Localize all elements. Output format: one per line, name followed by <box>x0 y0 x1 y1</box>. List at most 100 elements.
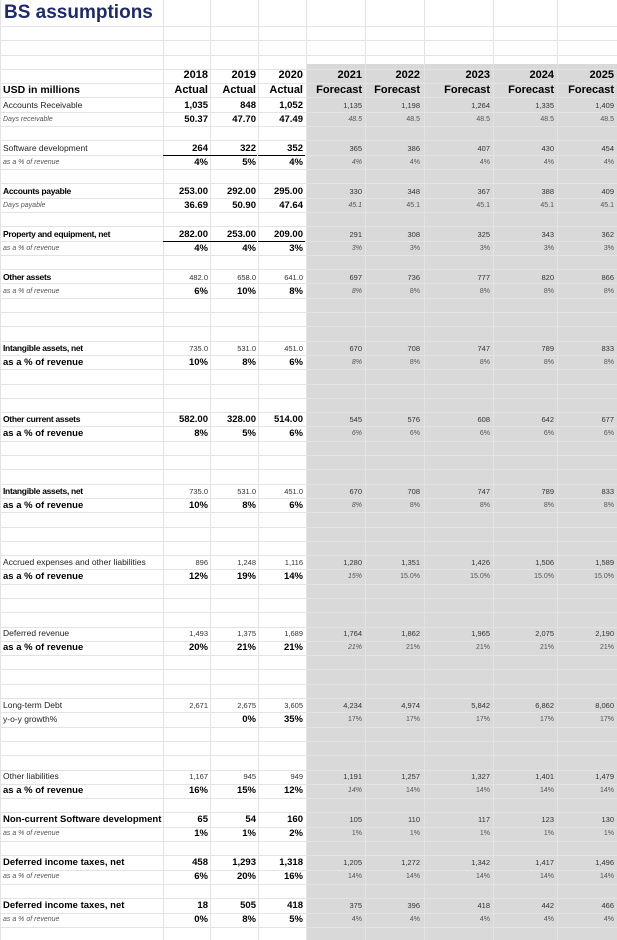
row-sub-label: as a % of revenue <box>3 288 60 295</box>
grid-row-line <box>0 584 617 585</box>
value-cell: 1,272 <box>401 858 420 867</box>
grid-row-line <box>0 69 617 70</box>
value-cell: 6,862 <box>535 701 554 710</box>
value-cell: 1,191 <box>343 772 362 781</box>
value-cell: 1,589 <box>595 558 614 567</box>
ratio-cell: 21% <box>283 642 303 653</box>
row-label: Other liabilities <box>3 771 59 781</box>
ratio-cell: 21% <box>475 644 490 651</box>
value-cell: 365 <box>349 144 362 153</box>
row-sub-label: as a % of revenue <box>3 873 60 880</box>
value-cell: 325 <box>477 230 490 239</box>
ratio-cell: 0% <box>242 714 256 725</box>
value-cell: 65 <box>197 814 208 825</box>
grid-row-line <box>0 155 617 156</box>
value-cell: 1,342 <box>471 858 490 867</box>
value-cell: 1,264 <box>471 101 490 110</box>
value-cell: 308 <box>407 230 420 239</box>
value-cell: 482.0 <box>189 273 208 282</box>
grid-row-line <box>0 641 617 642</box>
value-cell: 348 <box>407 187 420 196</box>
ratio-cell: 4% <box>603 916 614 923</box>
ratio-cell: 21% <box>539 644 554 651</box>
ratio-cell: 14% <box>475 787 490 794</box>
grid-row-line <box>0 698 617 699</box>
ratio-cell: 8% <box>351 359 362 366</box>
ratio-cell: 8% <box>479 502 490 509</box>
ratio-cell: 3% <box>409 245 420 252</box>
grid-row-line <box>0 241 617 242</box>
ratio-cell: 21% <box>599 644 614 651</box>
value-cell: 4,234 <box>343 701 362 710</box>
ratio-cell: 4% <box>194 243 208 254</box>
value-cell: 367 <box>477 187 490 196</box>
year-header: 2019 <box>231 69 256 81</box>
row-label: Accounts payable <box>3 186 71 196</box>
ratio-cell: 14% <box>347 787 362 794</box>
ratio-cell: 8% <box>351 288 362 295</box>
grid-row-line <box>0 469 617 470</box>
grid-row-line <box>0 55 617 56</box>
value-cell: 130 <box>601 815 614 824</box>
ratio-cell: 8% <box>603 502 614 509</box>
grid-row-line <box>0 369 617 370</box>
value-cell: 352 <box>287 143 303 154</box>
value-cell: 820 <box>541 273 554 282</box>
value-cell: 253.00 <box>226 229 256 240</box>
value-cell: 545 <box>349 415 362 424</box>
row-label: Intangible assets, net <box>3 486 83 496</box>
grid-row-line <box>0 112 617 113</box>
grid-row-line <box>0 841 617 842</box>
ratio-cell: 3% <box>543 245 554 252</box>
grid-row-line <box>0 541 617 542</box>
ratio-cell: 4% <box>543 159 554 166</box>
ratio-cell: 19% <box>236 571 256 582</box>
value-cell: 466 <box>601 901 614 910</box>
ratio-cell: 50.90 <box>232 200 256 211</box>
ratio-cell: 45.1 <box>406 202 420 209</box>
cell-border <box>163 155 210 156</box>
value-cell: 1,401 <box>535 772 554 781</box>
grid-row-line <box>0 527 617 528</box>
grid-row-line <box>0 97 617 98</box>
ratio-cell: 12% <box>283 785 303 796</box>
ratio-cell: 4% <box>194 157 208 168</box>
value-cell: 2,190 <box>595 629 614 638</box>
ratio-cell: 45.1 <box>540 202 554 209</box>
value-cell: 1,409 <box>595 101 614 110</box>
ratio-cell: 6% <box>351 430 362 437</box>
value-cell: 1,417 <box>535 858 554 867</box>
row-sub-label: y-o-y growth% <box>3 714 58 724</box>
value-cell: 264 <box>192 143 208 154</box>
ratio-cell: 5% <box>242 428 256 439</box>
ratio-cell: 48.5 <box>348 116 362 123</box>
ratio-cell: 45.1 <box>476 202 490 209</box>
ratio-cell: 15.0% <box>594 573 614 580</box>
ratio-cell: 47.49 <box>279 114 303 125</box>
ratio-cell: 47.64 <box>279 200 303 211</box>
ratio-cell: 8% <box>603 288 614 295</box>
ratio-cell: 15.0% <box>400 573 420 580</box>
row-sub-label: as a % of revenue <box>3 428 84 439</box>
ratio-cell: 3% <box>351 245 362 252</box>
value-cell: 2,075 <box>535 629 554 638</box>
value-cell: 388 <box>541 187 554 196</box>
ratio-cell: 16% <box>283 871 303 882</box>
ratio-cell: 35% <box>283 714 303 725</box>
period-type-header: Forecast <box>374 84 420 96</box>
value-cell: 328.00 <box>226 414 256 425</box>
value-cell: 1,248 <box>237 558 256 567</box>
grid-column-line <box>163 0 164 940</box>
ratio-cell: 4% <box>289 157 303 168</box>
value-cell: 322 <box>240 143 256 154</box>
ratio-cell: 14% <box>405 873 420 880</box>
row-sub-label: Days payable <box>3 202 46 209</box>
value-cell: 1,293 <box>232 857 256 868</box>
sheet-title: BS assumptions <box>4 2 153 23</box>
value-cell: 833 <box>601 344 614 353</box>
ratio-cell: 17% <box>405 716 420 723</box>
value-cell: 582.00 <box>178 414 208 425</box>
ratio-cell: 6% <box>289 428 303 439</box>
value-cell: 386 <box>407 144 420 153</box>
